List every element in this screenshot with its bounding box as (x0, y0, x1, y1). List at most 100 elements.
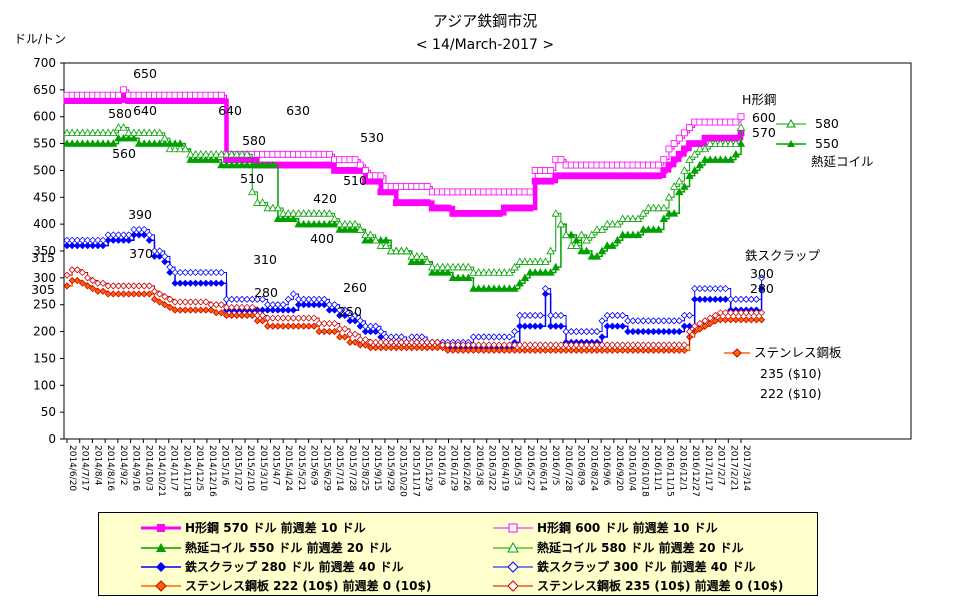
legend-label: 熱延コイル 550 ドル 前週差 20 ドル (185, 541, 392, 555)
data-point (531, 311, 539, 320)
data-point (742, 295, 750, 303)
data-point (587, 230, 596, 239)
data-point (536, 311, 544, 320)
data-point (103, 139, 113, 147)
data-point (634, 346, 642, 354)
data-point (541, 346, 550, 354)
data-point (212, 301, 220, 309)
data-point (541, 257, 550, 265)
annotation-label: 370 (129, 246, 153, 261)
data-point (68, 276, 76, 285)
data-point (191, 149, 200, 158)
data-point (500, 341, 508, 349)
data-point (217, 268, 225, 277)
data-point (171, 279, 179, 287)
data-point (525, 257, 535, 265)
data-point (171, 306, 179, 314)
data-point (737, 309, 745, 317)
data-point (742, 316, 750, 324)
data-point (701, 322, 709, 330)
data-point (588, 346, 596, 354)
data-point (206, 149, 216, 158)
data-point (711, 139, 720, 147)
data-point (366, 322, 375, 330)
data-point (140, 290, 148, 298)
x-tick-label: 2016/6/14 (538, 445, 548, 491)
data-point (660, 167, 668, 174)
data-point (629, 346, 637, 354)
data-point (366, 235, 375, 244)
y-tick-label: 150 (33, 351, 56, 365)
annotation-label: 250 (338, 304, 362, 319)
data-point (711, 155, 720, 163)
data-point (675, 328, 683, 336)
data-point (705, 155, 715, 163)
data-point (681, 145, 688, 153)
data-point (161, 293, 169, 301)
data-point (608, 219, 617, 228)
data-point (242, 149, 252, 158)
data-point (521, 341, 529, 349)
data-point (737, 316, 745, 324)
data-point (418, 344, 426, 352)
data-point (562, 328, 570, 336)
data-point (238, 303, 246, 311)
x-tick-label: 2014/9/16 (131, 445, 141, 491)
data-point (705, 139, 715, 147)
data-point (598, 346, 606, 354)
data-point (469, 284, 478, 292)
data-point (73, 139, 82, 147)
data-point (603, 311, 611, 320)
data-point (547, 177, 555, 185)
data-point (654, 225, 663, 233)
data-point (700, 155, 710, 163)
x-tick-label: 2015/6/9 (309, 445, 319, 486)
data-point (603, 341, 611, 349)
data-point (264, 322, 272, 330)
data-point (516, 311, 524, 320)
data-point (633, 230, 643, 239)
data-point (78, 242, 87, 250)
legend-label: H形鋼 600 ドル 前週差 10 ドル (537, 521, 718, 535)
data-point (294, 219, 303, 228)
data-point (659, 203, 669, 212)
data-point (320, 319, 328, 328)
data-point (453, 262, 463, 271)
data-point (670, 346, 678, 354)
data-point (340, 219, 350, 228)
data-point (474, 284, 483, 292)
data-point (248, 187, 257, 196)
data-point (598, 333, 606, 341)
data-point (664, 192, 674, 201)
data-point (598, 317, 606, 325)
x-tick-label: 2014/6/20 (67, 445, 77, 491)
data-point (649, 203, 658, 212)
data-point (582, 246, 591, 255)
data-point (243, 303, 251, 311)
data-point (325, 161, 333, 169)
data-point (361, 322, 369, 330)
data-point (264, 306, 272, 314)
data-point (588, 328, 596, 336)
data-point (166, 268, 174, 277)
data-point (273, 203, 283, 212)
data-point (454, 341, 462, 349)
data-point (659, 214, 669, 222)
data-point (572, 341, 580, 349)
data-point (263, 203, 272, 212)
legend-label: ステンレス鋼板 235 (10$) 前週差 0 (10$) (537, 579, 784, 593)
data-point (103, 128, 113, 137)
data-point (156, 247, 164, 255)
data-point (145, 139, 154, 147)
data-point (115, 91, 122, 99)
data-point (104, 290, 112, 298)
y-tick-label: 350 (33, 244, 56, 258)
annotation-label: 550 (815, 136, 839, 151)
data-point (258, 160, 267, 169)
data-point (685, 311, 694, 320)
x-tick-label: 2016/5/3 (512, 445, 522, 485)
data-point (690, 149, 699, 158)
data-point (721, 316, 730, 324)
data-point (279, 322, 287, 330)
